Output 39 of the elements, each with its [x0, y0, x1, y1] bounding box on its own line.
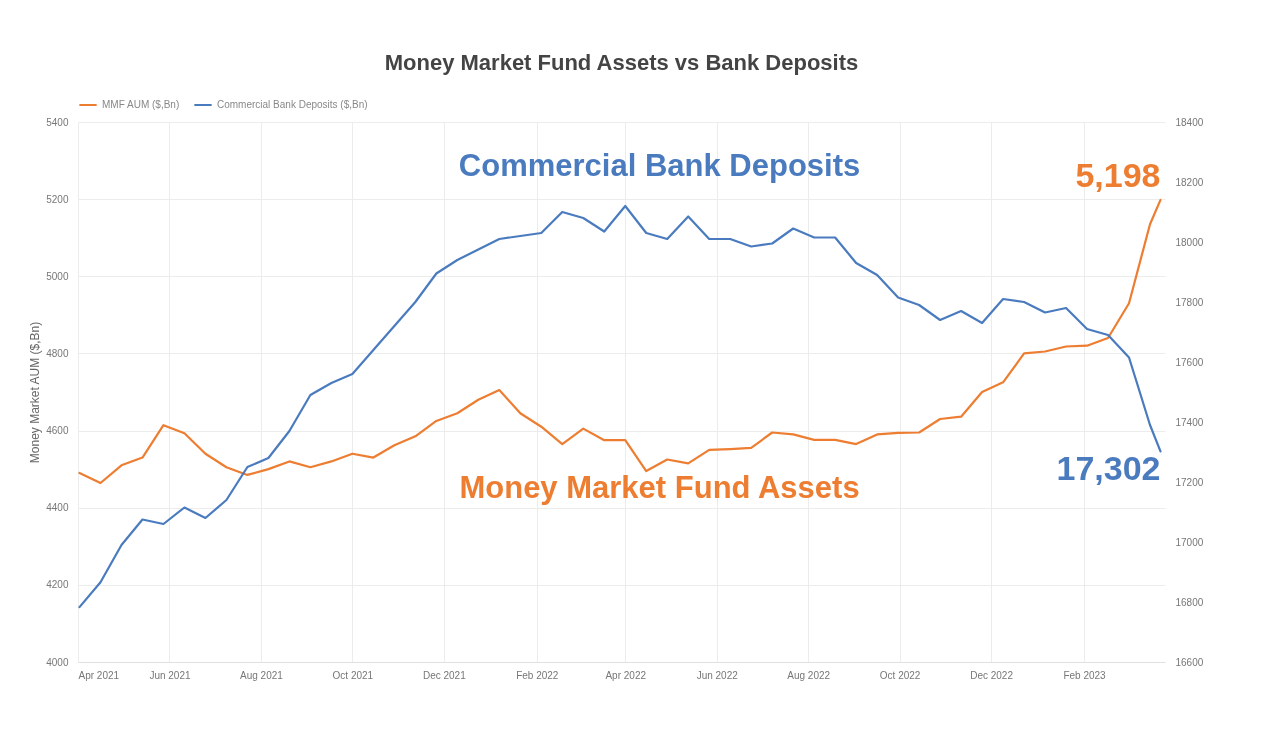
chart-title: Money Market Fund Assets vs Bank Deposits [384, 50, 859, 75]
x-tick-label: Jun 2021 [149, 669, 191, 681]
y-tick-label: 4800 [46, 347, 69, 359]
y-tick-label: 5200 [46, 193, 69, 205]
legend-label: MMF AUM ($,Bn) [102, 99, 180, 110]
y2-tick-label: 18000 [1175, 236, 1204, 248]
y2-tick-label: 18400 [1175, 116, 1204, 128]
y-tick-label: 4000 [46, 656, 69, 668]
legend-label: Commercial Bank Deposits ($,Bn) [217, 99, 368, 110]
annotation: Money Market Fund Assets [459, 470, 860, 506]
x-tick-label: Oct 2021 [332, 669, 374, 681]
y2-tick-label: 16800 [1175, 596, 1204, 608]
x-tick-label: Apr 2021 [78, 669, 120, 681]
y2-tick-label: 17400 [1175, 416, 1204, 428]
annotation: Commercial Bank Deposits [458, 147, 861, 183]
x-tick-label: Feb 2023 [1063, 669, 1107, 681]
data-label: 5,198 [1075, 155, 1161, 194]
y2-tick-label: 17200 [1175, 476, 1204, 488]
y-tick-label: 4400 [46, 502, 69, 514]
x-tick-label: Oct 2022 [879, 669, 921, 681]
x-tick-label: Dec 2021 [422, 669, 467, 681]
y2-tick-label: 17000 [1175, 536, 1204, 548]
x-tick-label: Feb 2022 [516, 669, 559, 681]
y2-tick-label: 17800 [1175, 296, 1204, 308]
x-tick-label: Jun 2022 [696, 669, 739, 681]
y-tick-label: 5000 [46, 270, 69, 282]
y2-tick-label: 16600 [1175, 656, 1204, 668]
y-tick-label: 5400 [46, 116, 69, 128]
y-tick-label: 4600 [46, 425, 69, 437]
y2-tick-label: 17600 [1175, 356, 1204, 368]
y-axis-title: Money Market AUM ($,Bn) [28, 321, 43, 464]
line-series [78, 204, 1162, 609]
x-tick-label: Apr 2022 [605, 669, 647, 681]
x-tick-label: Dec 2022 [970, 669, 1014, 681]
y-tick-label: 4200 [46, 579, 69, 591]
x-tick-label: Aug 2022 [787, 669, 831, 681]
x-tick-label: Aug 2021 [240, 669, 284, 681]
y2-tick-label: 18200 [1175, 176, 1204, 188]
data-label: 17,302 [1056, 449, 1161, 488]
